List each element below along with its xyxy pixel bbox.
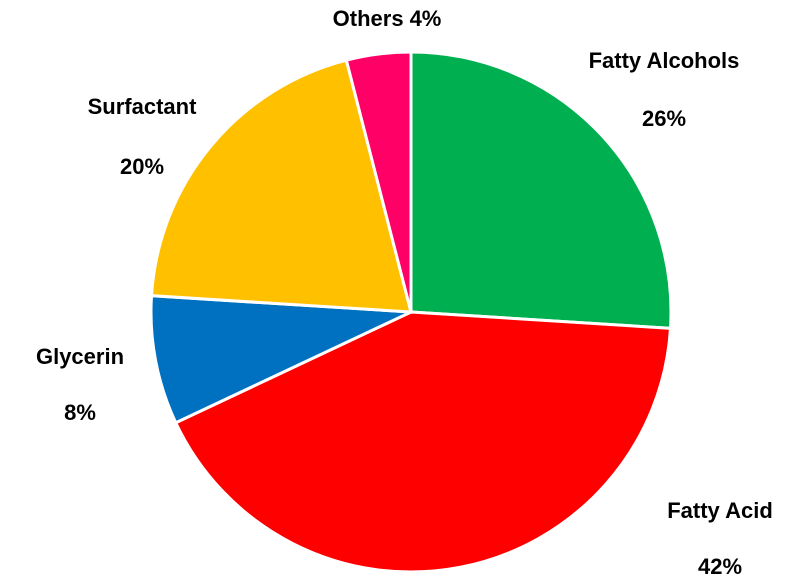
value-label: 26% xyxy=(642,106,686,131)
pie-slice xyxy=(149,294,412,425)
pie-slice xyxy=(344,50,413,313)
category-label: Surfactant xyxy=(88,94,197,119)
category-label: Fatty Acid xyxy=(667,498,773,523)
category-label: Others xyxy=(333,6,404,31)
slice-label: Others 4% xyxy=(333,6,442,31)
value-label: 8% xyxy=(64,400,96,425)
pie-slice xyxy=(409,50,673,330)
pie-slice xyxy=(149,58,413,314)
category-label: Fatty Alcohols xyxy=(589,48,740,73)
value-label: 20% xyxy=(120,154,164,179)
value-label: 42% xyxy=(698,554,742,579)
value-label: 4% xyxy=(410,6,442,31)
category-label: Glycerin xyxy=(36,344,124,369)
pie-slice xyxy=(173,310,673,574)
